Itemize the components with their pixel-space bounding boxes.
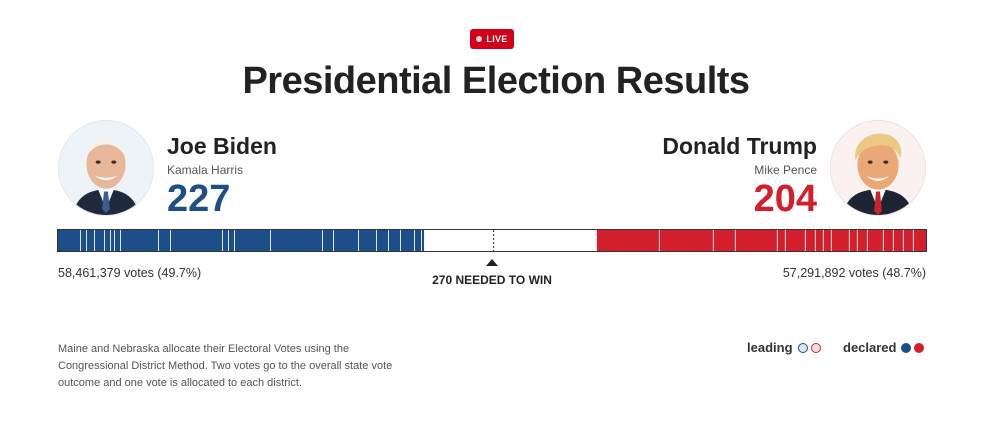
dem-state-divider [421, 230, 422, 251]
rep-state-divider [902, 230, 904, 251]
win-threshold-label: 270 NEEDED TO WIN [432, 273, 552, 287]
dem-state-divider [400, 230, 401, 251]
dem-state-divider [86, 230, 87, 251]
rep-state-divider [804, 230, 806, 251]
dem-state-divider [414, 230, 415, 251]
rep-state-divider [776, 230, 778, 251]
rep-state-divider [912, 230, 914, 251]
dem-popular-vote: 58,461,379 votes (49.7%) [58, 266, 202, 280]
rep-state-divider [822, 230, 824, 251]
trump-portrait-icon [831, 121, 925, 215]
dem-state-divider [110, 230, 111, 251]
trump-avatar [830, 120, 926, 216]
dem-state-divider [228, 230, 229, 251]
dem-state-divider [80, 230, 81, 251]
leading-dem-dot-icon [797, 342, 808, 353]
electoral-vote-bar-graphic [58, 230, 926, 251]
rep-state-divider [658, 230, 660, 251]
dem-state-divider [322, 230, 323, 251]
live-badge: LIVE [470, 29, 514, 49]
live-dot-icon [476, 36, 483, 42]
dem-running-mate: Kamala Harris [167, 163, 244, 177]
rep-state-divider [784, 230, 786, 251]
legend-leading: leading [747, 340, 821, 355]
win-threshold-marker-icon [486, 259, 498, 266]
dem-state-divider [120, 230, 121, 251]
rep-ev-segment [596, 230, 926, 251]
rep-state-divider [814, 230, 816, 251]
rep-popular-vote: 57,291,892 votes (48.7%) [782, 266, 926, 280]
rep-running-mate: Mike Pence [754, 163, 817, 177]
dem-state-divider [104, 230, 105, 251]
rep-state-divider [712, 230, 714, 251]
dem-state-divider [333, 230, 334, 251]
rep-candidate-name: Donald Trump [662, 133, 817, 159]
rep-state-divider [892, 230, 894, 251]
dem-electoral-votes: 227 [167, 178, 231, 220]
rep-state-divider [856, 230, 858, 251]
dem-state-divider [234, 230, 235, 251]
rep-state-divider [848, 230, 850, 251]
rep-state-divider [882, 230, 884, 251]
dem-state-divider [424, 230, 425, 251]
legend-declared-label: declared [843, 340, 897, 355]
rep-state-divider [866, 230, 868, 251]
electoral-vote-bar [57, 229, 927, 252]
declared-rep-dot-icon [914, 342, 925, 353]
dem-candidate-name: Joe Biden [167, 133, 277, 159]
legend-declared: declared [843, 340, 925, 355]
page-title: Presidential Election Results [242, 60, 750, 102]
live-label: LIVE [486, 34, 508, 44]
dem-state-divider [388, 230, 389, 251]
dem-state-divider [94, 230, 95, 251]
dem-state-divider [158, 230, 159, 251]
dem-state-divider [376, 230, 377, 251]
leading-rep-dot-icon [810, 342, 821, 353]
district-method-footnote: Maine and Nebraska allocate their Electo… [58, 343, 393, 389]
rep-state-divider [734, 230, 736, 251]
dem-state-divider [358, 230, 359, 251]
legend-leading-label: leading [747, 340, 793, 355]
dem-state-divider [270, 230, 271, 251]
rep-state-divider [830, 230, 832, 251]
dem-state-divider [222, 230, 223, 251]
declared-dem-dot-icon [901, 342, 912, 353]
biden-avatar [58, 120, 154, 216]
dem-state-divider [114, 230, 115, 251]
dem-ev-segment [58, 230, 425, 251]
rep-electoral-votes: 204 [753, 178, 817, 220]
dem-state-divider [170, 230, 171, 251]
biden-portrait-icon [59, 121, 153, 215]
